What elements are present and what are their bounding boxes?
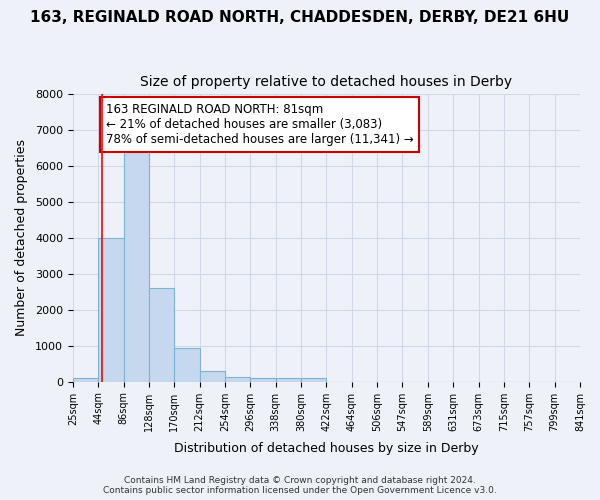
X-axis label: Distribution of detached houses by size in Derby: Distribution of detached houses by size … [174, 442, 479, 455]
Bar [250, 378, 275, 382]
Y-axis label: Number of detached properties: Number of detached properties [15, 140, 28, 336]
Bar [275, 378, 301, 382]
Bar [73, 378, 98, 382]
Text: 163 REGINALD ROAD NORTH: 81sqm
← 21% of detached houses are smaller (3,083)
78% : 163 REGINALD ROAD NORTH: 81sqm ← 21% of … [106, 104, 413, 146]
Bar [200, 371, 225, 382]
Bar [149, 288, 174, 382]
Text: Contains HM Land Registry data © Crown copyright and database right 2024.
Contai: Contains HM Land Registry data © Crown c… [103, 476, 497, 495]
Bar [124, 148, 149, 382]
Bar [225, 378, 250, 382]
Bar [301, 378, 326, 382]
Text: 163, REGINALD ROAD NORTH, CHADDESDEN, DERBY, DE21 6HU: 163, REGINALD ROAD NORTH, CHADDESDEN, DE… [31, 10, 569, 25]
Bar [98, 238, 124, 382]
Title: Size of property relative to detached houses in Derby: Size of property relative to detached ho… [140, 75, 512, 89]
Bar [174, 348, 200, 382]
